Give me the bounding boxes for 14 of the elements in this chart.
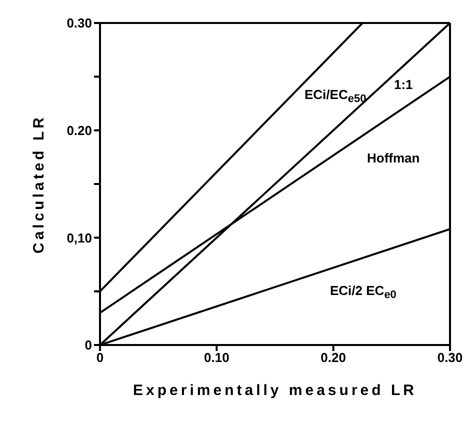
y-tick-label: 0 [84, 338, 92, 353]
series-label: ECi/EC$_{e50}$ [304, 87, 366, 106]
x-tick-label: 0 [96, 350, 104, 366]
y-tick-label: 0.30 [66, 16, 92, 31]
x-axis-title: Experimentally measured LR [133, 382, 417, 399]
y-tick-label: 0.20 [66, 122, 92, 138]
x-tick-label: 0.20 [320, 350, 346, 366]
series-label: 1:1 [394, 77, 413, 92]
x-tick-label: 0.10 [204, 350, 230, 366]
y-axis-title: Calculated LR [30, 114, 48, 254]
x-tick-label: 0.30 [437, 350, 463, 366]
series-label: ECi/2 EC$_{e0}$ [330, 283, 396, 302]
series-label: Hoffman [367, 150, 420, 166]
y-tick-label: 0,10 [66, 230, 92, 246]
